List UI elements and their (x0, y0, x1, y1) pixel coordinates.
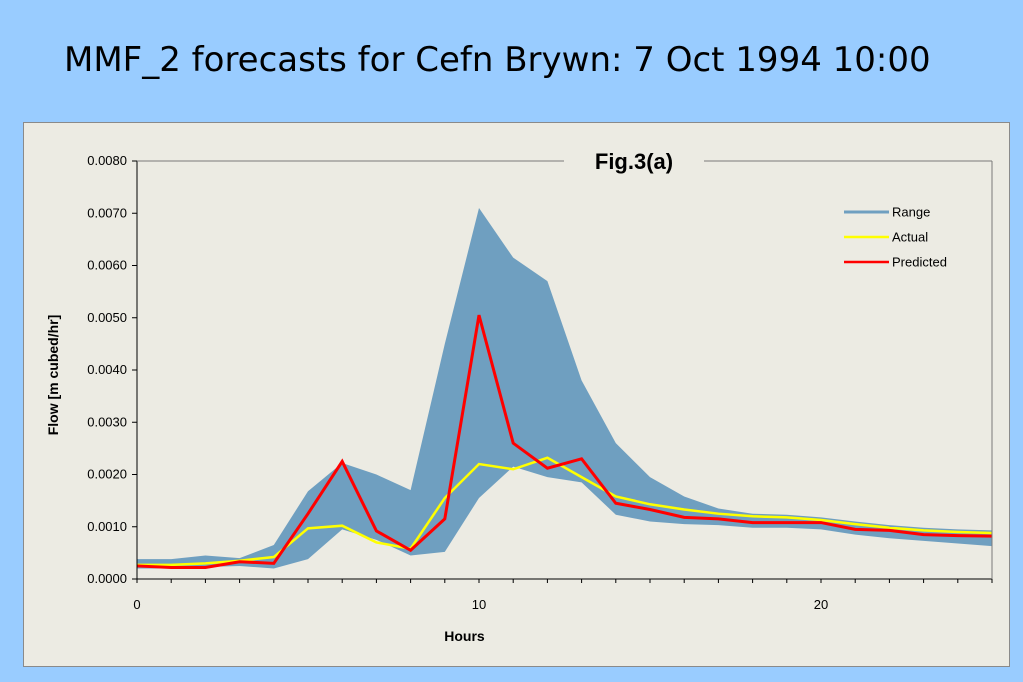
flow-chart: 0.0000 0.0010 0.0020 0.0030 0.0040 0.0050 0.00… (45, 149, 993, 644)
legend-label-range: Range (892, 205, 930, 220)
y-tick-label: 0.0020 (87, 467, 127, 482)
y-tick-label: 0.0070 (87, 205, 127, 220)
y-axis-title: Flow [m cubed/hr] (45, 315, 61, 436)
slide-title: MMF_2 forecasts for Cefn Brywn: 7 Oct 19… (64, 40, 931, 80)
y-tick-label: 0.0030 (87, 414, 127, 429)
x-axis-title: Hours (444, 628, 485, 644)
legend-label-predicted: Predicted (892, 255, 947, 270)
legend: Range Actual Predicted (844, 205, 947, 270)
y-tick-label: 0.0080 (87, 153, 127, 168)
predicted-line (136, 314, 993, 570)
x-tick-label: 10 (472, 597, 486, 612)
chart-panel: 0.0000 0.0010 0.0020 0.0030 0.0040 0.0050 0.00… (23, 122, 1010, 667)
axes: 0.0000 0.0010 0.0020 0.0030 0.0040 0.0050 0.00… (87, 153, 993, 612)
y-tick-label: 0.0050 (87, 310, 127, 325)
actual-line (137, 456, 993, 567)
y-tick-label: 0.0000 (87, 571, 127, 586)
x-tick-label: 20 (814, 597, 828, 612)
y-tick-label: 0.0040 (87, 362, 127, 377)
y-tick-label: 0.0060 (87, 258, 127, 273)
x-tick-label: 0 (133, 597, 140, 612)
chart-title: Fig.3(a) (595, 149, 673, 174)
y-tick-label: 0.0010 (87, 519, 127, 534)
legend-label-actual: Actual (892, 230, 928, 245)
series-line-layer (136, 314, 993, 570)
